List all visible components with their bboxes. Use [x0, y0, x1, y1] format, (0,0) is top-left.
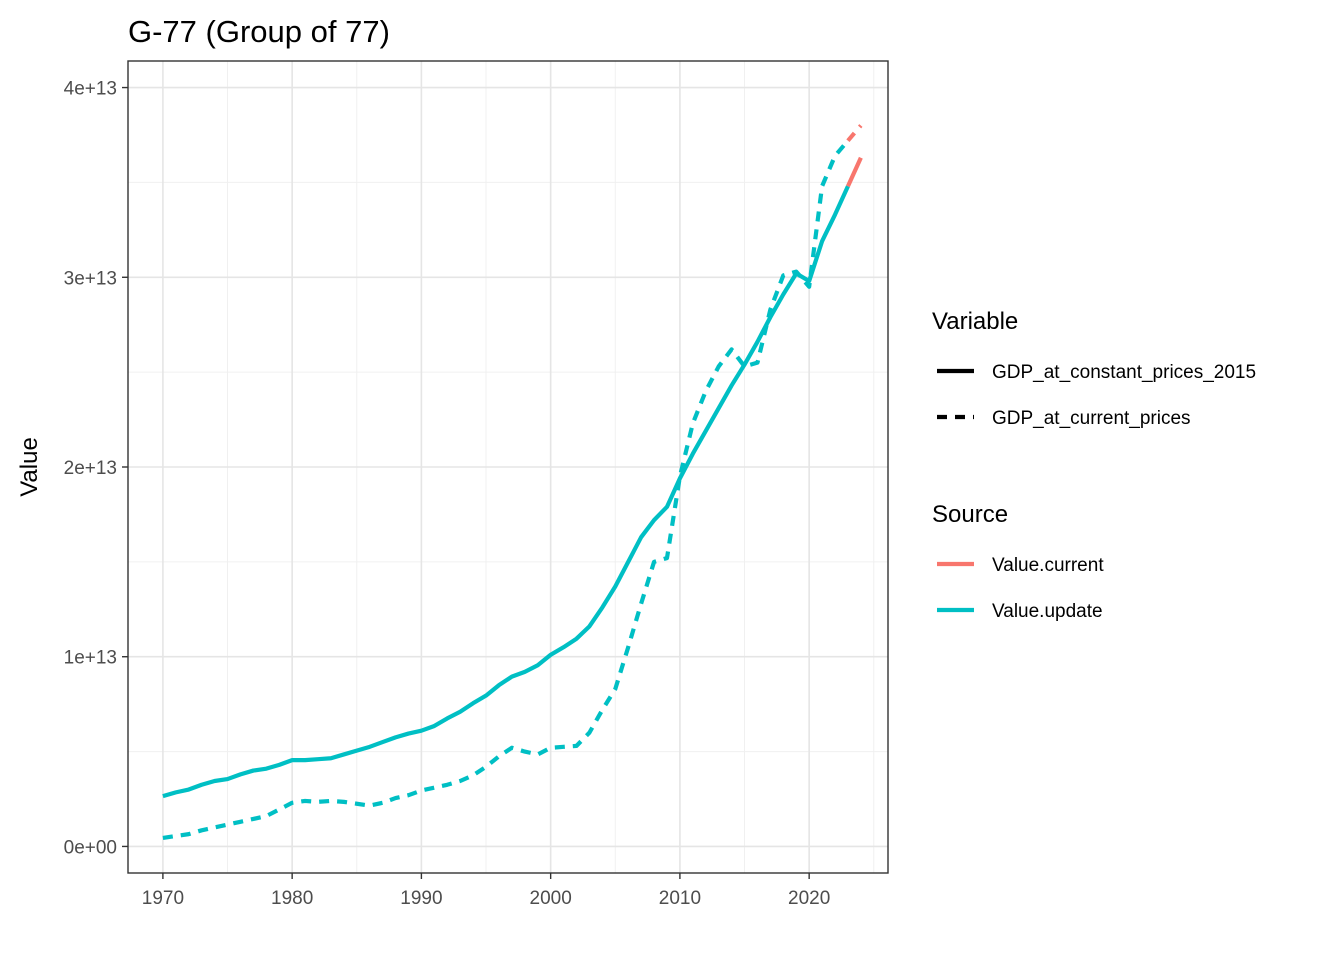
x-tick-label: 2020 — [788, 888, 830, 909]
x-tick-label: 1980 — [271, 888, 313, 909]
y-tick-label: 1e+13 — [64, 648, 117, 669]
x-tick-label: 1970 — [142, 888, 184, 909]
y-tick-label: 3e+13 — [64, 268, 117, 289]
legend-source-label-0: Value.current — [992, 555, 1104, 576]
legend: Variable GDP_at_constant_prices_2015 GDP… — [932, 308, 1256, 622]
x-tick-label: 1990 — [400, 888, 442, 909]
chart-title: G-77 (Group of 77) — [128, 14, 390, 49]
y-tick-label: 0e+00 — [64, 837, 117, 858]
legend-source-label-1: Value.update — [992, 601, 1103, 622]
y-axis-title: Value — [16, 437, 43, 497]
y-axis: 0e+00 1e+13 2e+13 3e+13 4e+13 — [64, 79, 128, 858]
legend-source-title: Source — [932, 501, 1008, 528]
series-line-gdp-at-constant-prices-2015-value-update — [162, 185, 850, 799]
grid-major — [128, 61, 888, 873]
legend-variable-title: Variable — [932, 308, 1018, 335]
x-tick-label: 2010 — [659, 888, 701, 909]
y-tick-label: 2e+13 — [64, 458, 117, 479]
y-tick-label: 4e+13 — [64, 79, 117, 100]
legend-variable-label-1: GDP_at_current_prices — [992, 408, 1191, 429]
series-line-gdp-at-current-prices-value-current — [846, 124, 863, 143]
x-axis: 1970 1980 1990 2000 2010 2020 — [142, 873, 830, 909]
series-line-gdp-at-current-prices-value-update — [162, 139, 850, 840]
series-line-gdp-at-constant-prices-2015-value-current — [846, 156, 863, 188]
x-tick-label: 2000 — [530, 888, 572, 909]
legend-variable-label-0: GDP_at_constant_prices_2015 — [992, 362, 1256, 383]
series-layer — [162, 124, 863, 840]
legend-variable: Variable GDP_at_constant_prices_2015 GDP… — [932, 308, 1256, 429]
legend-source: Source Value.current Value.update — [932, 501, 1104, 622]
plot-panel — [127, 60, 889, 874]
